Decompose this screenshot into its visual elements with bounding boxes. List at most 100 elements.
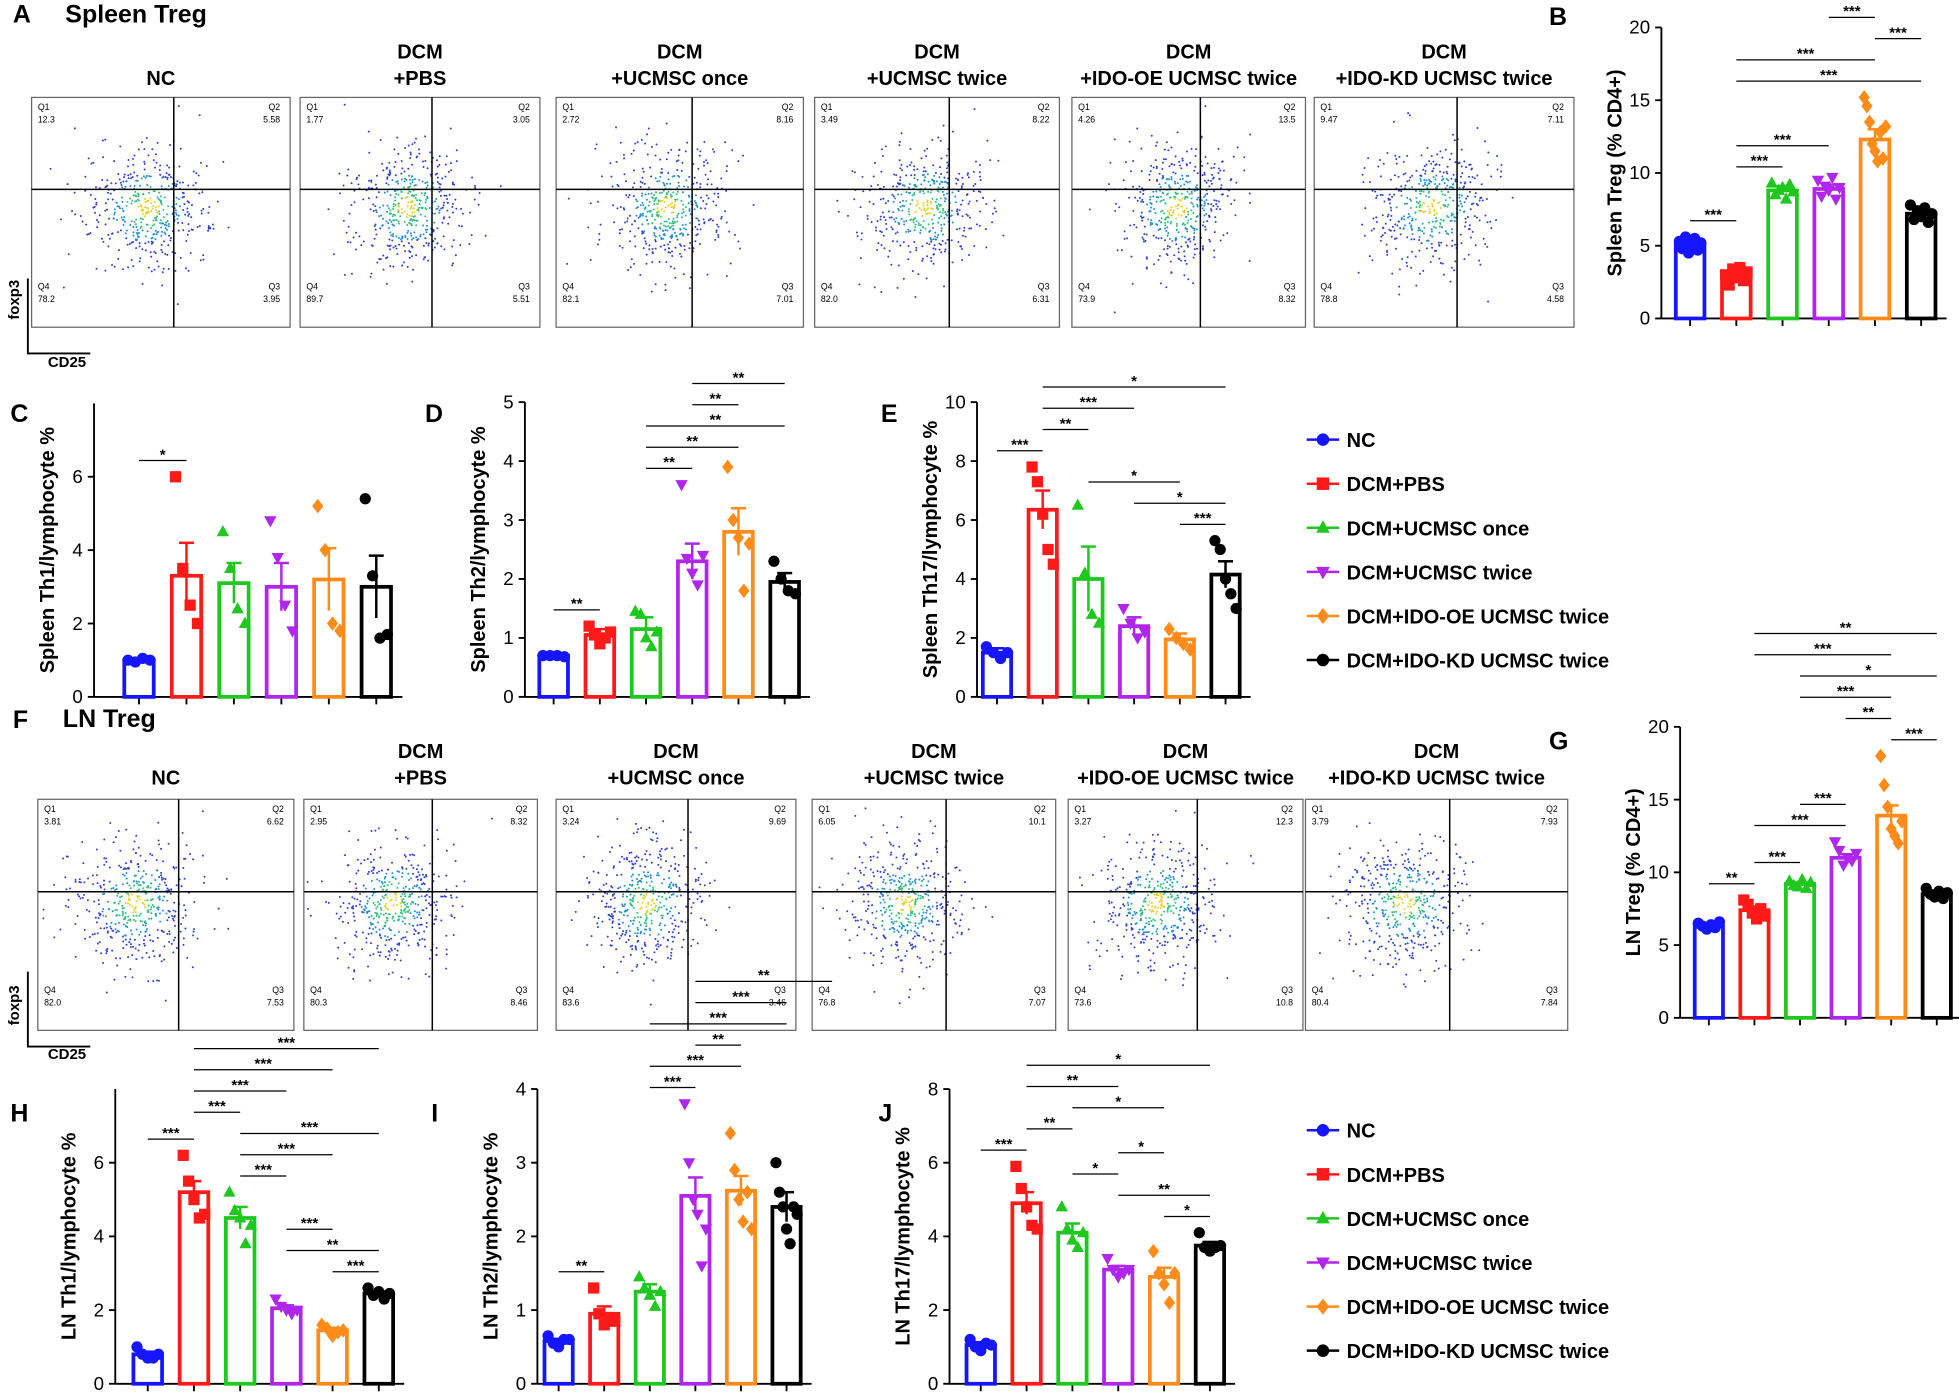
event-dot xyxy=(1203,214,1206,217)
event-dot xyxy=(180,923,183,926)
event-dot xyxy=(1113,138,1116,141)
event-dot xyxy=(874,226,877,229)
event-dot xyxy=(136,882,139,885)
event-dot xyxy=(927,906,930,909)
event-dot xyxy=(900,217,903,220)
event-dot xyxy=(390,937,393,940)
event-dot xyxy=(1379,239,1382,242)
event-dot xyxy=(392,233,395,236)
event-dot xyxy=(622,153,625,156)
event-dot xyxy=(409,178,412,181)
event-dot xyxy=(897,912,900,915)
event-dot xyxy=(640,930,643,933)
event-dot xyxy=(669,957,672,960)
event-dot xyxy=(908,901,911,904)
event-dot xyxy=(658,924,661,927)
event-dot xyxy=(881,955,884,958)
event-dot xyxy=(650,838,653,841)
event-dot xyxy=(421,160,424,163)
event-dot xyxy=(92,161,95,164)
event-dot xyxy=(975,160,978,163)
event-dot xyxy=(161,878,164,881)
event-dot xyxy=(386,210,389,213)
event-dot xyxy=(960,203,963,206)
event-dot xyxy=(417,864,420,867)
event-dot xyxy=(666,938,669,941)
event-dot xyxy=(678,175,681,178)
event-dot xyxy=(356,898,359,901)
event-dot xyxy=(143,147,146,150)
event-dot xyxy=(644,865,647,868)
event-dot xyxy=(439,194,442,197)
event-dot xyxy=(153,166,156,169)
event-dot xyxy=(1482,237,1485,240)
event-dot xyxy=(122,906,125,909)
event-dot xyxy=(164,877,167,880)
event-dot xyxy=(172,909,175,912)
plot-frame xyxy=(299,96,541,328)
quadrant-name: Q1 xyxy=(306,102,318,112)
event-dot xyxy=(1207,179,1210,182)
event-dot xyxy=(156,906,159,909)
event-dot xyxy=(347,168,350,171)
event-dot xyxy=(383,881,386,884)
event-dot xyxy=(1177,896,1180,899)
event-dot xyxy=(160,203,163,206)
event-dot xyxy=(1221,160,1224,163)
event-dot xyxy=(143,903,146,906)
event-dot xyxy=(1428,160,1431,163)
quadrant-value: 2.95 xyxy=(310,816,327,826)
event-dot xyxy=(615,932,618,935)
event-dot xyxy=(660,191,663,194)
event-dot xyxy=(1166,234,1169,237)
event-dot xyxy=(1145,267,1148,270)
quadrant-name: Q1 xyxy=(1320,102,1332,112)
quadrant-name: Q1 xyxy=(562,804,574,814)
event-dot xyxy=(1431,169,1434,172)
event-dot xyxy=(951,130,954,133)
event-dot xyxy=(451,181,454,184)
event-dot xyxy=(1454,161,1457,164)
event-dot xyxy=(1219,929,1222,932)
event-dot xyxy=(968,200,971,203)
event-dot xyxy=(411,178,414,181)
event-dot xyxy=(428,957,431,960)
event-dot xyxy=(111,264,114,267)
event-dot xyxy=(172,951,175,954)
event-dot xyxy=(1196,198,1199,201)
event-dot xyxy=(892,211,895,214)
event-dot xyxy=(1458,186,1461,189)
event-dot xyxy=(688,210,691,213)
event-dot xyxy=(1415,205,1418,208)
event-dot xyxy=(169,239,172,242)
event-dot xyxy=(634,862,637,865)
event-dot xyxy=(339,905,342,908)
event-dot xyxy=(939,903,942,906)
event-dot xyxy=(642,950,645,953)
event-dot xyxy=(958,869,961,872)
event-dot xyxy=(1463,225,1466,228)
event-dot xyxy=(697,167,700,170)
event-dot xyxy=(144,176,147,179)
event-dot xyxy=(159,164,162,167)
event-dot xyxy=(440,207,443,210)
event-dot xyxy=(881,947,884,950)
event-dot xyxy=(187,201,190,204)
event-dot xyxy=(1446,165,1449,168)
event-dot xyxy=(499,185,502,188)
quadrant-name: Q3 xyxy=(782,282,794,292)
event-dot xyxy=(894,943,897,946)
event-dot xyxy=(949,914,952,917)
event-dot xyxy=(622,955,625,958)
event-dot xyxy=(925,884,928,887)
event-dot xyxy=(1165,253,1168,256)
event-dot xyxy=(861,885,864,888)
event-dot xyxy=(1201,174,1204,177)
event-dot xyxy=(198,192,201,195)
event-dot xyxy=(1436,153,1439,156)
event-dot xyxy=(1184,896,1187,899)
event-dot xyxy=(181,222,184,225)
event-dot xyxy=(862,873,865,876)
event-dot xyxy=(699,186,702,189)
event-dot xyxy=(105,857,108,860)
